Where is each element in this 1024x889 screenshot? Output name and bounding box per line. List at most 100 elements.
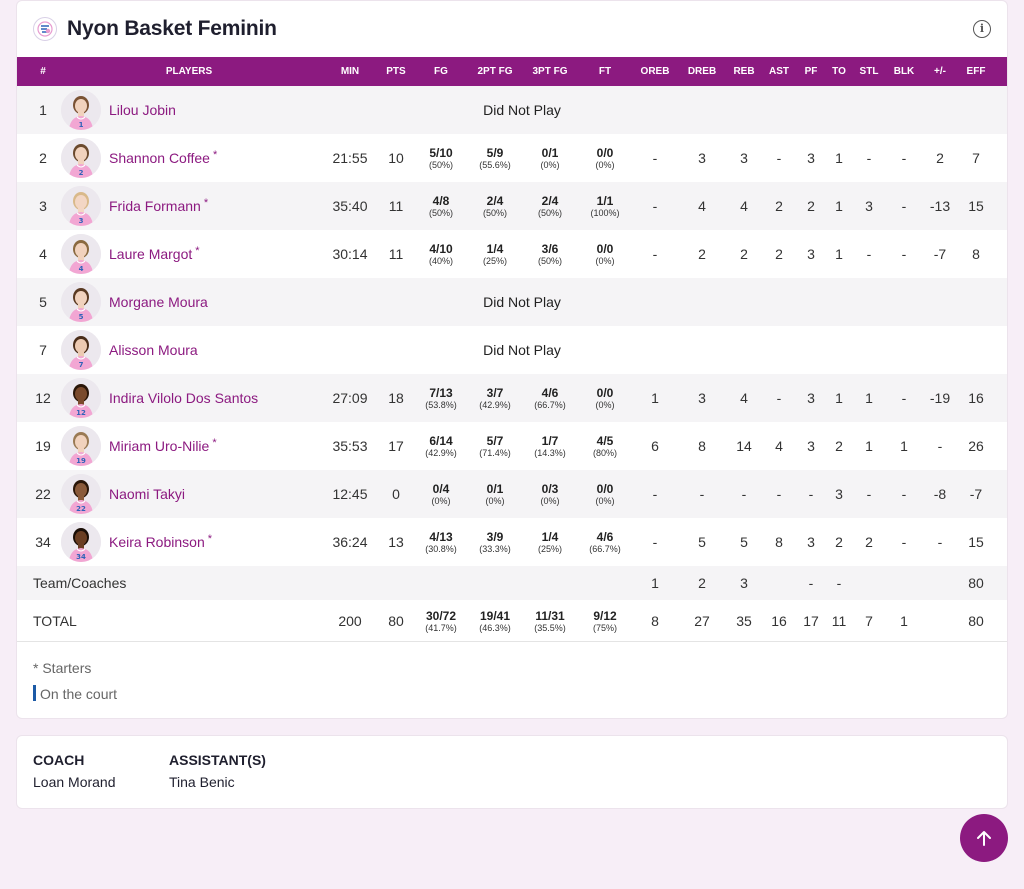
jersey-number-cell: 1 (39, 102, 47, 118)
fg-percentage: (40%) (428, 255, 453, 266)
eff-cell: 26 (968, 438, 984, 454)
fg3-percentage: (35.5%) (534, 622, 566, 633)
col-header-blk[interactable]: BLK (893, 66, 915, 77)
fg-made-attempted: 6/14 (429, 433, 453, 448)
player-avatar[interactable]: 3 (61, 186, 101, 226)
player-name-link[interactable]: Frida Formann * (109, 182, 208, 230)
dreb-cell: 2 (698, 575, 706, 591)
player-name-link[interactable]: Alisson Moura (109, 326, 198, 374)
fg3-percentage: (0%) (540, 159, 560, 170)
col-header-pm[interactable]: +/- (934, 66, 946, 77)
player-avatar[interactable]: 19 (61, 426, 101, 466)
player-avatar[interactable]: 1 (61, 90, 101, 130)
player-avatar[interactable]: 34 (61, 522, 101, 562)
fg-cell: 0/4 (0%) (414, 470, 468, 518)
fg2-cell: 0/1 (0%) (468, 470, 522, 518)
svg-text:22: 22 (76, 505, 86, 513)
assistant-block: ASSISTANT(S) Tina Benic (169, 752, 266, 790)
fg2-percentage: (71.4%) (479, 447, 511, 458)
jersey-number-cell: 7 (39, 342, 47, 358)
ft-made-attempted: 1/1 (596, 193, 614, 208)
col-header-fg3[interactable]: 3PT FG (532, 66, 568, 77)
player-name-link[interactable]: Naomi Takyi (109, 470, 185, 518)
col-header-dreb[interactable]: DREB (687, 66, 717, 77)
ft-made-attempted: 4/6 (596, 529, 614, 544)
coach-block: COACH Loan Morand (33, 752, 116, 790)
blk-cell: 1 (900, 438, 908, 454)
player-avatar[interactable]: 7 (61, 330, 101, 370)
col-header-stl[interactable]: STL (859, 66, 879, 77)
fg3-made-attempted: 2/4 (541, 193, 559, 208)
col-header-to[interactable]: TO (832, 66, 846, 77)
col-header-min[interactable]: MIN (340, 66, 360, 77)
player-row: 34 34 Keira Robinson * 36:24 13 4/13 (30.8%) 3/9… (17, 518, 1007, 566)
eff-cell: 8 (972, 246, 980, 262)
ft-made-attempted: 9/12 (593, 608, 617, 623)
team-name: Nyon Basket Feminin (67, 17, 277, 40)
player-avatar[interactable]: 5 (61, 282, 101, 322)
player-avatar[interactable]: 22 (61, 474, 101, 514)
player-name: Miriam Uro-Nilie (109, 438, 210, 454)
team-header: Nyon Basket Feminin i (17, 1, 1007, 57)
col-header-ft[interactable]: FT (598, 66, 612, 77)
fg2-cell: 2/4 (50%) (468, 182, 522, 230)
player-row: 19 19 Miriam Uro-Nilie * 35:53 17 6/14 (42.9%) 5… (17, 422, 1007, 470)
team-coaches-row: Team/Coaches 1 2 3 - - 80 (17, 566, 1007, 600)
staff-card: COACH Loan Morand ASSISTANT(S) Tina Beni… (16, 735, 1008, 809)
jersey-number-cell: 34 (35, 534, 51, 550)
player-name: Alisson Moura (109, 342, 198, 358)
player-name-link[interactable]: Lilou Jobin (109, 86, 176, 134)
oreb-cell: 8 (651, 613, 659, 629)
oreb-cell: 6 (651, 438, 659, 454)
player-name-link[interactable]: Keira Robinson * (109, 518, 212, 566)
on-court-label: On the court (40, 686, 118, 702)
player-name: Frida Formann (109, 198, 201, 214)
col-header-oreb[interactable]: OREB (640, 66, 670, 77)
fg2-percentage: (46.3%) (479, 622, 511, 633)
col-header-ast[interactable]: AST (769, 66, 789, 77)
total-row-label: TOTAL (33, 613, 77, 629)
col-header-fg2[interactable]: 2PT FG (477, 66, 513, 77)
player-name-link[interactable]: Laure Margot * (109, 230, 200, 278)
fg2-percentage: (33.3%) (479, 543, 511, 554)
player-name-link[interactable]: Miriam Uro-Nilie * (109, 422, 217, 470)
fg2-cell: 5/9 (55.6%) (468, 134, 522, 182)
dreb-cell: 3 (698, 150, 706, 166)
col-header-num[interactable]: # (40, 66, 46, 77)
fg-percentage: (50%) (428, 159, 453, 170)
team-row-label: Team/Coaches (33, 575, 127, 591)
fg-made-attempted: 4/8 (432, 193, 450, 208)
ft-cell: 0/0 (0%) (578, 374, 632, 422)
min-cell: 27:09 (332, 390, 368, 406)
col-header-pts[interactable]: PTS (386, 66, 406, 77)
min-cell: 35:53 (332, 438, 368, 454)
svg-text:12: 12 (76, 409, 86, 417)
fg3-percentage: (66.7%) (534, 399, 566, 410)
fg2-made-attempted: 3/7 (486, 385, 504, 400)
fg2-cell: 3/9 (33.3%) (468, 518, 522, 566)
svg-text:4: 4 (79, 265, 84, 273)
player-avatar[interactable]: 4 (61, 234, 101, 274)
player-name-link[interactable]: Indira Vilolo Dos Santos (109, 374, 258, 422)
player-avatar[interactable]: 2 (61, 138, 101, 178)
fg2-made-attempted: 5/7 (486, 433, 504, 448)
player-name-link[interactable]: Shannon Coffee * (109, 134, 217, 182)
on-court-marker-icon (33, 685, 36, 702)
col-header-reb[interactable]: REB (733, 66, 755, 77)
eff-cell: 15 (968, 198, 984, 214)
player-row: 12 12 Indira Vilolo Dos Santos 27:09 18 7/13(… (17, 374, 1007, 422)
scroll-to-top-button[interactable] (960, 814, 1008, 862)
col-header-fg[interactable]: FG (434, 66, 448, 77)
player-name-link[interactable]: Morgane Moura (109, 278, 208, 326)
reb-cell: 4 (740, 198, 748, 214)
fg-made-attempted: 4/10 (429, 241, 453, 256)
col-header-players[interactable]: PLAYERS (165, 66, 213, 77)
reb-cell: 3 (740, 575, 748, 591)
player-avatar[interactable]: 12 (61, 378, 101, 418)
pts-cell: 80 (388, 613, 404, 629)
svg-text:2: 2 (79, 169, 84, 177)
oreb-cell: - (652, 150, 658, 166)
col-header-eff[interactable]: EFF (966, 66, 986, 77)
info-icon[interactable]: i (973, 20, 991, 38)
col-header-pf[interactable]: PF (804, 66, 818, 77)
